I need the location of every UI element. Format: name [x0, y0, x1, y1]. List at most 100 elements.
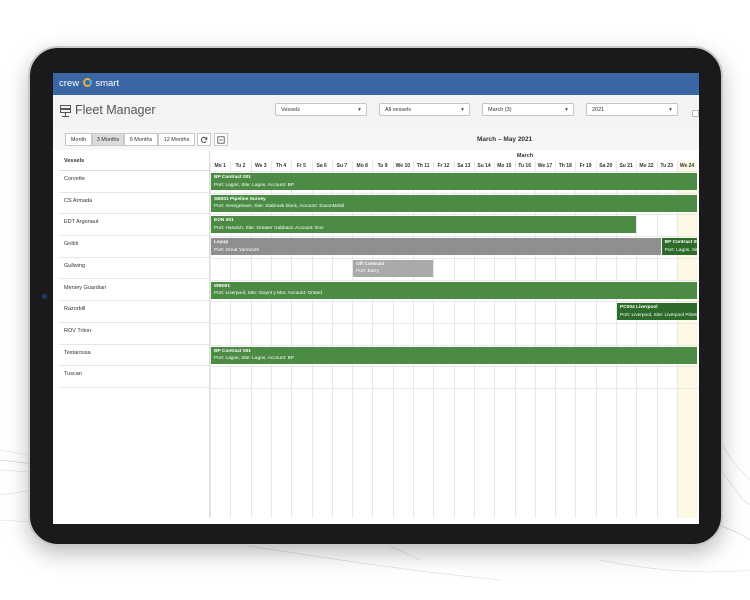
view-month-button[interactable]: Month: [65, 133, 92, 146]
assignment-details: Port: Liverpool, Site: Gwynt y Mor, Acco…: [214, 291, 322, 296]
month-select[interactable]: March (3) ▼: [482, 103, 574, 116]
day-header: Th 11: [416, 163, 430, 169]
date-range-label: March – May 2021: [477, 136, 533, 143]
day-gridline: [270, 161, 272, 518]
assignment-title: PC004 Liverpool: [620, 305, 658, 311]
logo-smart-text: smart: [95, 78, 120, 89]
day-gridline: [210, 161, 211, 518]
assignment-details: Port: Lagos, Site: Lagos, Account: BP: [664, 247, 698, 253]
day-gridline: [372, 161, 374, 518]
fleet-manager-icon: [60, 105, 71, 117]
row-gridline: [210, 279, 699, 281]
vessel-row[interactable]: Mersey Guardian: [59, 280, 209, 302]
row-gridline: [210, 257, 699, 259]
page-title: Fleet Manager: [75, 103, 156, 117]
option-checkbox[interactable]: [692, 110, 699, 117]
day-header: Sa 6: [316, 163, 327, 169]
assignment-bar[interactable]: WB001 Port: Liverpool, Site: Gwynt y Mor,…: [211, 281, 698, 299]
day-gridline: [453, 161, 455, 518]
day-gridline: [676, 161, 678, 518]
day-gridline: [534, 161, 536, 518]
row-gridline: [210, 366, 699, 368]
refresh-icon: [201, 136, 208, 143]
day-gridline: [555, 161, 557, 518]
day-header: Tu 23: [660, 163, 674, 169]
assignment-bar[interactable]: Off Contract Port: Barry: [353, 259, 434, 277]
vessel-list: Vessels Corvette CS Armada EDT Argonaut Gni…: [59, 151, 210, 518]
day-gridline: [595, 161, 597, 518]
assignment-details: Port: Barry: [356, 269, 380, 275]
assignment-details: Port: Lagos, Site: Lagos, Account: BP: [214, 356, 294, 362]
crewsmart-logo[interactable]: crew smart: [59, 77, 119, 90]
day-header: Fr 12: [437, 163, 450, 169]
day-gridline: [473, 161, 475, 518]
day-header: Su 21: [619, 163, 633, 169]
day-gridline: [514, 161, 516, 518]
day-gridline: [616, 161, 617, 518]
assignment-details: Port: Georgetown, Site: Stabroek block, …: [214, 204, 345, 210]
day-header: Tu 9: [377, 163, 388, 169]
assignment-title: Off Contract: [356, 261, 385, 267]
vessel-list-header: Vessels: [59, 151, 209, 171]
vessel-row[interactable]: Gnibli: [59, 236, 209, 258]
view-6-months-button[interactable]: 6 Months: [124, 133, 158, 146]
collapse-button[interactable]: [214, 133, 228, 146]
day-gridline: [250, 161, 252, 518]
day-header: Tu 16: [518, 163, 531, 169]
logo-swirl-icon: [82, 78, 92, 87]
row-gridline: [210, 214, 699, 216]
refresh-button[interactable]: [197, 133, 211, 146]
assignment-bar[interactable]: SB001 Pipeline Survey Port: Georgetown, S…: [211, 194, 698, 212]
day-header: Mo 1: [214, 163, 226, 169]
day-gridline: [331, 161, 333, 518]
year-select[interactable]: 2021 ▼: [586, 103, 678, 116]
day-header: Th 4: [275, 163, 287, 169]
day-header: Sa 20: [599, 163, 613, 169]
row-gridline: [210, 388, 699, 389]
row-gridline: [210, 171, 699, 172]
day-header: Su 14: [477, 163, 491, 169]
assignment-title: BP Contract 001: [214, 175, 251, 180]
assignment-title: WB001: [214, 283, 230, 289]
day-gridline: [352, 161, 354, 518]
vessel-row[interactable]: ROV Triton: [59, 323, 209, 345]
view-3-months-button[interactable]: 3 Months: [92, 133, 124, 146]
chevron-down-icon: ▼: [564, 107, 569, 113]
day-gridline: [230, 161, 232, 518]
day-gridline: [311, 161, 313, 518]
assignment-details: Port: Liverpool, Site: Liverpool Pilots: [620, 312, 698, 318]
assignment-bar[interactable]: BP Contract 001 Port: Lagos, Site: Lagos,…: [211, 173, 698, 190]
resource-type-select[interactable]: Vessels ▼: [275, 103, 367, 116]
vessel-row[interactable]: EDT Argonaut: [59, 214, 209, 237]
day-header: Mo 22: [639, 163, 654, 169]
vessel-row[interactable]: Testarossa: [59, 345, 209, 367]
vessel-row[interactable]: Gullwing: [59, 258, 209, 280]
vessel-row[interactable]: CS Armada: [59, 193, 209, 215]
app-screen: crew smart Fleet Manager Vessels ▼ All v…: [53, 73, 699, 524]
day-header: Su 7: [336, 163, 348, 169]
collapse-icon: [217, 136, 225, 144]
camera-dot: [42, 294, 47, 299]
vessel-filter-select[interactable]: All vessels ▼: [379, 103, 470, 116]
vessel-row[interactable]: Tuscan: [59, 366, 209, 388]
vessel-filter-value: All vessels: [385, 107, 411, 113]
assignment-bar[interactable]: Layup Port: Great Yarmouth: [211, 238, 661, 256]
month-header: March: [516, 153, 534, 159]
page-header: Fleet Manager Vessels ▼ All vessels ▼ Ma…: [53, 95, 699, 129]
chevron-down-icon: ▼: [357, 107, 362, 113]
assignment-bar[interactable]: EON 001 Port: Harwich, Site: Greater Gabb…: [211, 216, 637, 234]
day-header: We 10: [395, 163, 411, 169]
vessel-row[interactable]: Razorbill: [59, 301, 209, 323]
row-gridline: [210, 236, 699, 238]
assignment-details: Port: Lagos, Site: Lagos, Account: BP: [214, 182, 294, 188]
day-gridline: [433, 161, 435, 518]
vessel-row[interactable]: Corvette: [59, 171, 209, 193]
assignment-bar[interactable]: PC004 Liverpool Port: Liverpool, Site: Li…: [617, 303, 698, 321]
assignment-details: Port: Harwich, Site: Greater Gabbard, Ac…: [214, 225, 324, 231]
day-header: We 17: [537, 163, 553, 169]
view-12-months-button[interactable]: 12 Months: [158, 133, 195, 146]
day-gridline: [494, 161, 496, 518]
chevron-down-icon: ▼: [668, 107, 673, 113]
